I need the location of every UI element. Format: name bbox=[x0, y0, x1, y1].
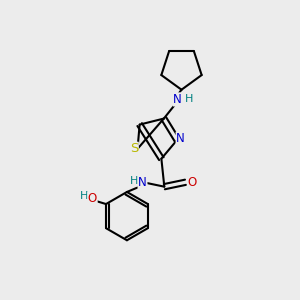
Text: H: H bbox=[130, 176, 138, 186]
Text: O: O bbox=[88, 192, 97, 205]
Text: O: O bbox=[188, 176, 196, 189]
Text: H: H bbox=[185, 94, 194, 104]
Text: N: N bbox=[138, 176, 147, 189]
Text: H: H bbox=[80, 191, 88, 201]
Text: N: N bbox=[173, 93, 182, 106]
Text: S: S bbox=[130, 142, 138, 155]
Text: N: N bbox=[176, 132, 185, 145]
